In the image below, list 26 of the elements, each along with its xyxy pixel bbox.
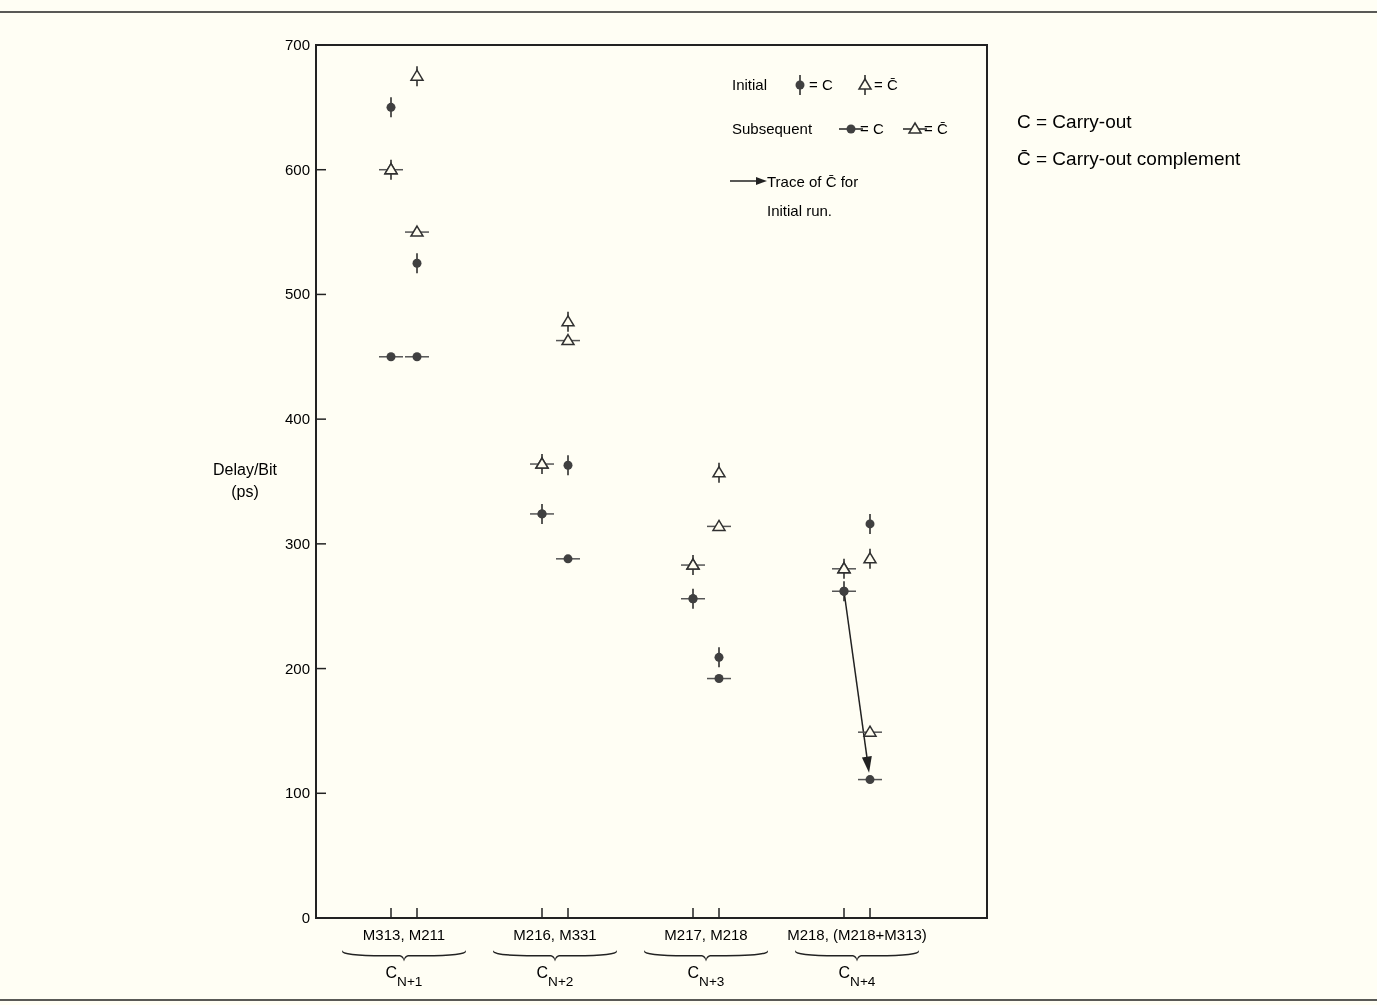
legend-label: = C (809, 76, 833, 93)
y-tick-label: 700 (284, 36, 310, 53)
legend-label: = C (860, 120, 884, 137)
y-tick-label: 0 (301, 909, 310, 926)
legend-label: = C̄ (874, 76, 898, 93)
annotation: Trace of C̄ for Initial run. (767, 173, 859, 219)
y-tick-label: 200 (284, 659, 310, 677)
text: C$_{N+1}$ (385, 964, 423, 989)
y-axis-title: Delay/Bit (ps) (212, 461, 278, 500)
y-tick-label: 600 (284, 160, 310, 178)
x-tick-label: M216, M331 (513, 926, 597, 943)
text: C$_{N+2}$ (536, 964, 574, 989)
annotation: Subsequent (732, 120, 813, 137)
y-tick-label: 100 (284, 784, 310, 802)
legend-label: = C̄ (924, 120, 948, 137)
text: C$_{N+4}$ (838, 964, 876, 989)
text: C$_{N+3}$ (687, 964, 725, 989)
y-tick-label: 300 (284, 534, 310, 552)
y-tick-label: 500 (284, 285, 310, 303)
text: C̄ = Carry-out complement (1017, 148, 1242, 169)
x-tick-label: M218, (M218+M313) (787, 926, 927, 943)
annotation: Initial (732, 76, 768, 93)
x-tick-label: M217, M218 (664, 926, 748, 943)
x-tick-label: M313, M211 (362, 926, 446, 943)
text: C = Carry-out (1017, 111, 1133, 132)
y-tick-label: 400 (284, 410, 310, 428)
